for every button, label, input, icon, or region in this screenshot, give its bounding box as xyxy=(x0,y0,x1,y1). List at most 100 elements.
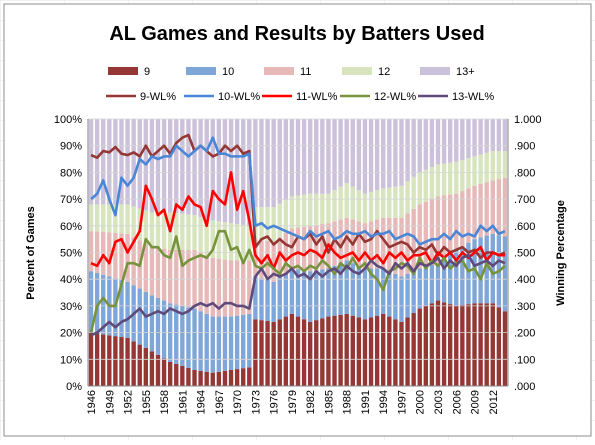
bar-12-2011 xyxy=(484,152,489,183)
bar-11-1968 xyxy=(222,259,228,317)
bar-9-2013 xyxy=(496,307,502,386)
bar-9-1952 xyxy=(125,337,130,386)
bar-13plus-1996 xyxy=(393,119,398,187)
legend-label: 13+ xyxy=(456,66,475,78)
bar-13plus-1997 xyxy=(399,119,404,186)
bar-10-1990 xyxy=(356,265,362,318)
bar-10-1979 xyxy=(289,268,295,314)
bar-9-1980 xyxy=(295,316,301,386)
bar-11-1957 xyxy=(155,248,161,298)
bar-10-1963 xyxy=(192,308,197,370)
bar-11-1999 xyxy=(411,208,416,272)
y2-tick-label: .200 xyxy=(514,328,535,340)
bar-10-2004 xyxy=(441,258,447,303)
bar-12-1964 xyxy=(198,216,203,253)
bar-13plus-1982 xyxy=(307,119,313,194)
bar-11-1992 xyxy=(368,221,374,269)
bar-13plus-1989 xyxy=(350,119,355,187)
y2-tick-label: .800 xyxy=(514,167,535,179)
bar-13plus-1969 xyxy=(228,119,234,224)
bar-10-1951 xyxy=(119,280,124,338)
bar-10-2002 xyxy=(429,264,435,304)
bar-10-1980 xyxy=(295,269,301,317)
y2-tick-label: 1.000 xyxy=(514,114,542,126)
bar-13plus-1987 xyxy=(338,119,343,187)
bar-9-1991 xyxy=(362,319,368,386)
bar-9-1987 xyxy=(338,314,343,386)
legend-swatch-13plus xyxy=(420,67,450,75)
bar-10-1998 xyxy=(405,273,410,318)
bar-11-1949 xyxy=(107,232,112,277)
bar-12-1950 xyxy=(113,204,118,233)
bar-13plus-1985 xyxy=(326,119,331,194)
bar-13plus-2011 xyxy=(484,119,489,153)
bar-13plus-1974 xyxy=(259,119,264,208)
bar-12-1957 xyxy=(155,212,161,249)
bar-9-1953 xyxy=(131,341,136,386)
bar-12-1983 xyxy=(314,193,319,225)
bar-12-1997 xyxy=(399,185,404,218)
bar-11-1962 xyxy=(186,249,191,308)
x-tick-label: 2006 xyxy=(451,390,463,414)
bar-9-2011 xyxy=(484,303,489,386)
bar-12-1967 xyxy=(216,221,222,259)
bar-12-1992 xyxy=(368,191,374,222)
bar-10-2008 xyxy=(466,242,471,305)
bar-13plus-1962 xyxy=(186,119,191,215)
bar-13plus-2009 xyxy=(472,119,477,157)
bar-12-1980 xyxy=(295,195,301,228)
legend-label: 9 xyxy=(144,66,150,78)
bar-10-1974 xyxy=(259,278,264,321)
legend-label: 9-WL% xyxy=(140,91,176,103)
y2-tick-label: .700 xyxy=(514,194,535,206)
bar-13plus-2004 xyxy=(441,119,447,164)
bar-9-1970 xyxy=(234,369,240,386)
bar-10-1950 xyxy=(113,278,118,337)
y-axis-label: Percent of Games xyxy=(25,206,37,300)
y-tick-label: 20% xyxy=(60,328,82,340)
bar-11-1994 xyxy=(381,217,386,269)
bar-12-1961 xyxy=(180,213,185,250)
bar-12-1986 xyxy=(332,190,337,222)
bar-10-1960 xyxy=(174,304,179,364)
bar-12-1987 xyxy=(338,186,343,220)
bar-9-1977 xyxy=(277,319,282,386)
bar-13plus-2003 xyxy=(435,119,441,165)
bar-9-1961 xyxy=(180,365,185,386)
bar-11-1991 xyxy=(362,223,368,269)
bar-13plus-1949 xyxy=(107,119,112,205)
bar-12-1970 xyxy=(234,224,240,261)
bar-9-2009 xyxy=(472,303,477,386)
bar-12-2001 xyxy=(423,169,429,202)
bar-12-2000 xyxy=(417,172,422,205)
bar-9-2001 xyxy=(423,305,429,386)
bar-11-1953 xyxy=(131,237,136,286)
bar-12-1985 xyxy=(326,193,331,224)
bar-9-1972 xyxy=(247,367,252,386)
x-tick-label: 1997 xyxy=(396,390,408,414)
x-tick-label: 1994 xyxy=(378,390,390,414)
bar-11-1970 xyxy=(234,260,240,316)
bar-12-2002 xyxy=(429,167,435,200)
x-tick-label: 1955 xyxy=(141,390,153,414)
bar-13plus-1970 xyxy=(234,119,240,225)
bar-10-1965 xyxy=(204,313,209,372)
bar-13plus-2012 xyxy=(490,119,495,152)
bar-10-2000 xyxy=(417,268,422,309)
bar-11-1977 xyxy=(277,237,282,278)
bar-10-2009 xyxy=(472,239,477,304)
bar-9-1984 xyxy=(320,318,325,386)
bar-11-1984 xyxy=(320,224,325,270)
bar-9-2004 xyxy=(441,302,447,386)
legend-label: 10-WL% xyxy=(218,91,260,103)
bar-13plus-1963 xyxy=(192,119,197,216)
line-12-WL% xyxy=(89,229,506,333)
line-10-WL% xyxy=(90,136,506,246)
bar-12-2012 xyxy=(490,151,495,181)
x-tick-label: 1991 xyxy=(360,390,372,414)
legend-swatch-11 xyxy=(264,67,294,75)
bar-13plus-1968 xyxy=(222,119,228,223)
bar-9-1969 xyxy=(228,369,234,386)
bar-11-1964 xyxy=(198,252,203,312)
y-tick-label: 0% xyxy=(66,381,82,393)
